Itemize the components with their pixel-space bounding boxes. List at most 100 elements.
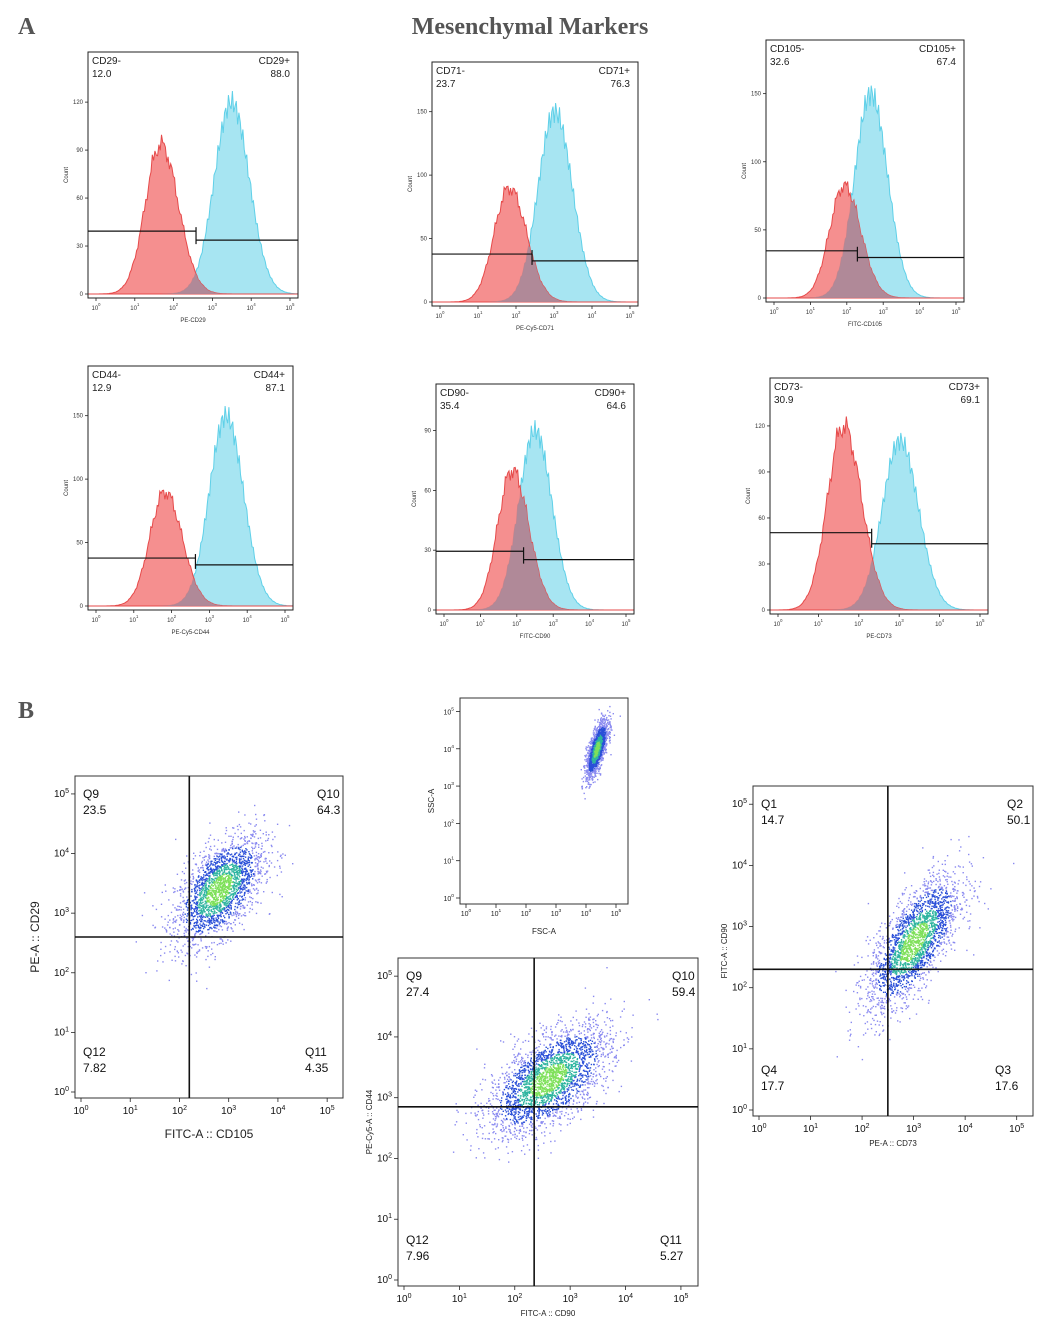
figure-title: Mesenchymal Markers [412,14,649,40]
y-axis-label: FITC-A :: CD90 [720,923,729,978]
dotplot-cd105-cd29: Q9 23.5 Q10 64.3 Q12 7.82 Q11 4.35 100 101 102 103 1… [28,775,344,1141]
positive-gate-label: CD29+ [259,56,291,67]
y-axis-label: PE-Cy5-A :: CD44 [365,1089,374,1154]
x-tick-label: 103 [205,614,215,624]
x-tick-label: 100 [91,614,101,624]
plot-frame [769,377,989,615]
quadrant-value-q10: 64.3 [317,803,341,817]
positive-gate-label: CD90+ [595,388,627,399]
positive-gate-value: 88.0 [271,69,291,80]
overlap-histogram [770,560,988,610]
plot-frame [765,39,965,303]
x-tick-label: 104 [587,310,597,320]
y-tick-label: 90 [76,148,83,154]
y-tick-label: 101 [732,1043,747,1055]
charts-layer: CD29- 12.0 CD29+ 88.0 0 30 60 90 120 100 101 102 103… [28,39,1034,1318]
quadrant-name-q2: Q2 [1007,797,1023,811]
y-tick-label: 105 [54,788,69,800]
x-tick-label: 102 [854,618,864,628]
negative-gate-value: 23.7 [436,79,456,90]
x-tick-label: 104 [618,1293,633,1305]
dotplot-cd90-cd44: Q9 27.4 Q10 59.4 Q12 7.96 Q11 5.27 100 101 102 103 1… [365,957,699,1318]
quadrant-value-q3: 17.6 [995,1079,1019,1093]
x-tick-label: 101 [814,618,824,628]
x-tick-label: 105 [280,614,290,624]
y-tick-label: 103 [732,921,747,933]
x-tick-label: 105 [621,618,631,628]
x-tick-label: 102 [172,1105,187,1117]
histogram-cd29: CD29- 12.0 CD29+ 88.0 0 30 60 90 120 100 101 102 103… [64,51,299,324]
y-tick-label: 103 [443,781,454,791]
y-tick-label: 90 [758,470,765,476]
y-tick-label: 104 [54,848,69,860]
y-tick-label: 60 [76,196,83,202]
y-tick-label: 102 [732,982,747,994]
quadrant-value-q11: 4.35 [305,1061,329,1075]
y-tick-label: 120 [73,100,84,106]
x-axis-label: PE-CD73 [866,634,892,640]
negative-gate-value: 35.4 [440,401,460,412]
y-tick-label: 60 [424,488,431,494]
overlap-histogram [432,246,638,302]
positive-gate-value: 64.6 [607,401,627,412]
y-tick-label: 0 [428,608,432,614]
x-tick-label: 103 [895,618,905,628]
x-tick-label: 105 [975,618,985,628]
x-tick-label: 101 [452,1293,467,1305]
y-tick-label: 100 [732,1104,747,1116]
panel-b-letter: B [18,698,34,724]
negative-histogram [88,489,293,607]
y-tick-label: 102 [54,967,69,979]
y-axis-label: Count [64,167,70,183]
negative-gate-label: CD105- [770,44,804,55]
x-tick-label: 104 [585,618,595,628]
y-tick-label: 104 [377,1031,392,1043]
negative-histogram [88,134,298,295]
plot-frame [752,785,1034,1117]
quadrant-value-q12: 7.96 [406,1249,430,1263]
quadrant-value-q1: 14.7 [761,813,785,827]
quadrant-name-q9: Q9 [406,969,422,983]
x-tick-label: 105 [320,1105,335,1117]
x-tick-label: 102 [507,1293,522,1305]
y-tick-label: 105 [377,970,392,982]
x-axis-label: PE-A :: CD73 [869,1139,917,1148]
y-tick-label: 100 [417,173,428,179]
positive-gate-label: CD73+ [949,382,981,393]
y-tick-label: 120 [755,424,766,430]
y-tick-label: 101 [443,856,454,866]
x-tick-label: 101 [130,302,140,312]
y-axis-label: Count [742,163,748,179]
y-tick-label: 104 [443,744,454,754]
x-tick-label: 103 [551,908,562,918]
x-tick-label: 101 [473,310,483,320]
y-tick-label: 104 [732,859,747,871]
x-tick-label: 103 [208,302,218,312]
x-tick-label: 105 [951,306,961,316]
y-tick-label: 105 [732,798,747,810]
y-tick-label: 30 [76,244,83,250]
x-tick-label: 102 [842,306,852,316]
x-tick-label: 100 [751,1123,766,1135]
y-tick-label: 150 [417,110,428,116]
x-tick-label: 105 [673,1293,688,1305]
overlap-histogram [88,273,298,294]
quadrant-name-q1: Q1 [761,797,777,811]
y-tick-label: 105 [443,706,454,716]
plot-frame [431,61,639,307]
overlap-histogram [88,579,293,606]
quadrant-value-q9: 27.4 [406,985,430,999]
x-tick-label: 104 [915,306,925,316]
x-axis-label: FITC-CD105 [848,322,883,328]
x-tick-label: 104 [581,908,592,918]
negative-gate-label: CD90- [440,388,469,399]
y-tick-label: 102 [443,818,454,828]
x-tick-label: 102 [511,310,521,320]
dotplot-cd73-cd90: Q1 14.7 Q2 50.1 Q4 17.7 Q3 17.6 100 101 102 103 104 1… [720,785,1034,1148]
y-tick-label: 50 [754,228,761,234]
panel-a-letter: A [18,14,36,40]
positive-gate-value: 69.1 [961,395,981,406]
x-axis-label: PE-Cy5-CD44 [171,630,210,636]
x-tick-label: 102 [521,908,532,918]
